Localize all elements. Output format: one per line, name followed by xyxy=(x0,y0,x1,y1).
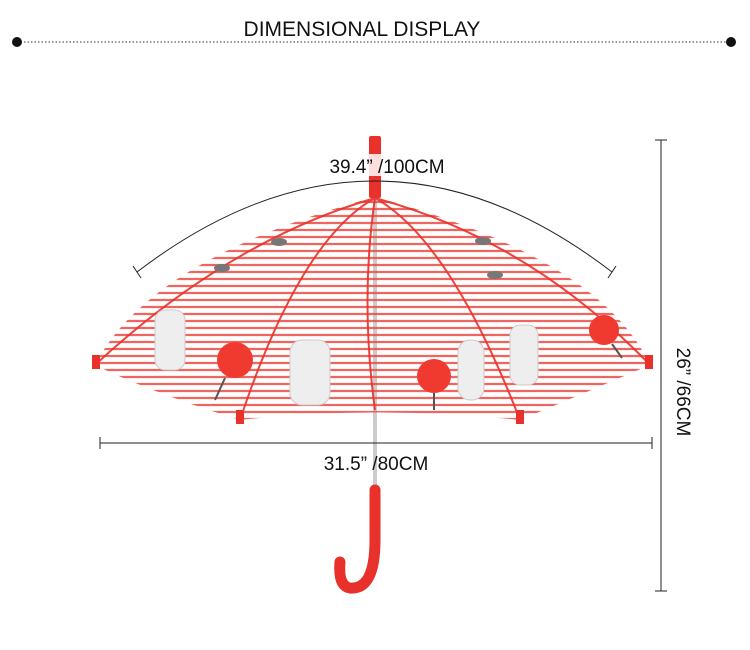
dimension-cap xyxy=(607,265,617,279)
dimension-cap xyxy=(132,265,142,279)
umbrella xyxy=(92,136,653,594)
height-label: 26” /66CM xyxy=(672,348,693,437)
title: DIMENSIONAL DISPLAY xyxy=(244,18,481,41)
divider-dot xyxy=(12,37,22,47)
arc-label: 39.4” /100CM xyxy=(329,157,444,178)
label-bg xyxy=(312,154,462,176)
arc-dimension-line xyxy=(136,180,613,273)
width-label: 31.5” /80CM xyxy=(324,454,429,475)
divider-dot xyxy=(726,37,736,47)
